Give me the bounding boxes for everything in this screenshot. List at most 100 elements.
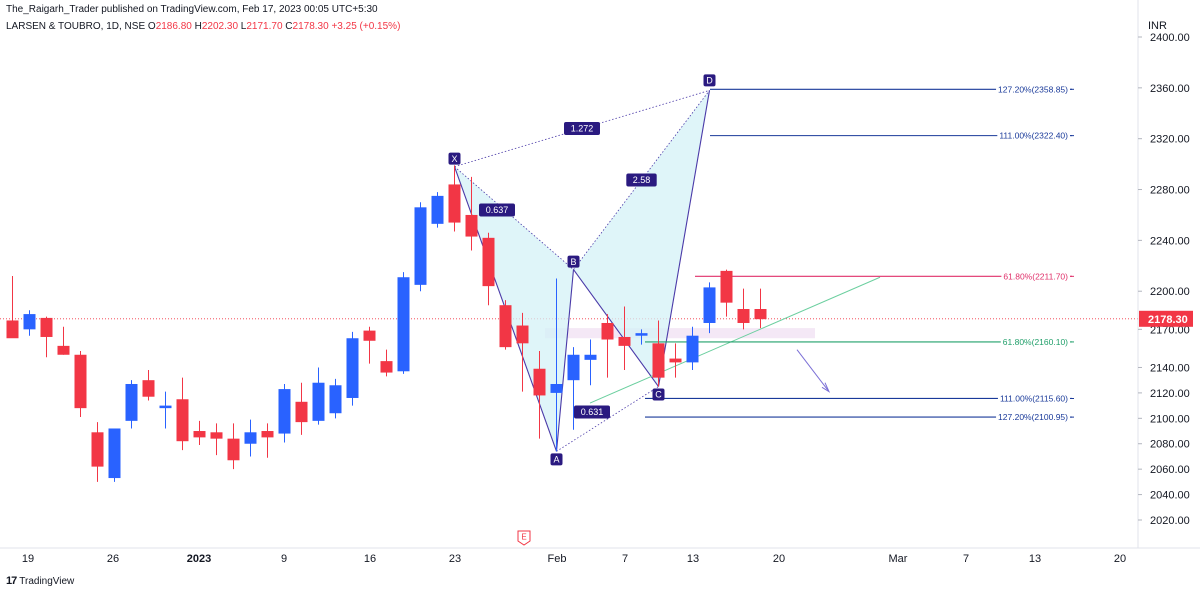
high-value: 2202.30 xyxy=(201,21,239,32)
y-tick-label: 2400.00 xyxy=(1150,32,1190,44)
candle-body xyxy=(703,287,716,323)
candle-body xyxy=(397,277,410,372)
candle-body xyxy=(499,305,512,348)
support-trendline xyxy=(589,276,881,404)
fib-label-bg xyxy=(996,83,1071,96)
chart-grid xyxy=(0,318,1138,339)
candle-body xyxy=(244,432,257,444)
currency-label: INR xyxy=(1148,20,1167,32)
point-label-x: X xyxy=(451,154,457,164)
y-tick-label: 2140.00 xyxy=(1150,362,1190,374)
footer-brand-label: TradingView xyxy=(19,575,75,587)
fib-label: 61.80%(2211.70) xyxy=(1003,271,1068,281)
candle-body xyxy=(465,214,478,237)
ratio-badge: 0.631 xyxy=(581,407,604,417)
point-label-a: A xyxy=(553,455,559,465)
ratio-badge-bg xyxy=(479,203,515,217)
candle-body xyxy=(23,314,36,330)
projection-arrow-head xyxy=(821,382,831,393)
candle-body xyxy=(6,320,19,339)
point-label-a-bg xyxy=(550,453,563,466)
fib-label: 111.00%(2115.60) xyxy=(1000,393,1068,403)
fib-label: 127.20%(2358.85) xyxy=(998,84,1068,94)
candle-body xyxy=(550,383,563,393)
candle-body xyxy=(142,380,155,397)
x-tick-label: 19 xyxy=(22,553,34,565)
ratio-badge-bg xyxy=(564,122,600,136)
low-label: L xyxy=(240,21,247,32)
point-label-d: D xyxy=(706,76,713,86)
ratio-badge-bg xyxy=(574,405,610,419)
x-tick-label: Feb xyxy=(548,553,567,565)
x-tick-label: 20 xyxy=(773,553,785,565)
harmonic-pattern xyxy=(453,90,881,452)
point-label-x-bg xyxy=(448,152,461,165)
fib-label-bg xyxy=(1001,270,1071,283)
candle-body xyxy=(363,330,376,341)
footer-brand[interactable]: 17 TradingView xyxy=(6,575,74,587)
fib-label-bg xyxy=(997,129,1071,142)
point-label-b: B xyxy=(570,257,576,267)
candles xyxy=(6,165,767,482)
candle-body xyxy=(635,333,648,336)
y-tick-label: 2020.00 xyxy=(1150,515,1190,527)
candle-body xyxy=(720,270,733,303)
change-value: +3.25 (+0.15%) xyxy=(331,21,401,32)
leg-BC xyxy=(573,269,659,387)
x-tick-label: 26 xyxy=(107,553,119,565)
candle-body xyxy=(91,432,104,467)
x-tick-label: 2023 xyxy=(187,553,211,565)
candle-body xyxy=(652,343,665,378)
x-tick-label: 9 xyxy=(281,553,287,565)
point-label-d-bg xyxy=(703,74,716,87)
y-tick-label: 2280.00 xyxy=(1150,185,1190,197)
candle-body xyxy=(193,431,206,438)
candle-body xyxy=(227,438,240,461)
ratio-badge: 0.637 xyxy=(486,205,509,215)
last-price-tag xyxy=(1139,310,1193,327)
candle-body xyxy=(278,389,291,434)
earnings-marker-label: E xyxy=(521,533,526,542)
leg-AB xyxy=(555,269,575,452)
high-label: H xyxy=(194,21,202,32)
fib-label: 127.20%(2100.95) xyxy=(998,412,1068,422)
y-tick-label: 2060.00 xyxy=(1150,464,1190,476)
candle-body xyxy=(516,325,529,344)
x-tick-label: Mar xyxy=(889,553,908,565)
open-label: O xyxy=(147,21,156,32)
ratio-badge: 2.58 xyxy=(633,175,651,185)
x-tick-label: 20 xyxy=(1114,553,1126,565)
y-tick-label: 2240.00 xyxy=(1150,235,1190,247)
fib-label-bg xyxy=(1000,335,1071,348)
candle-body xyxy=(754,309,767,320)
open-value: 2186.80 xyxy=(155,21,192,32)
publisher-caption: The_Raigarh_Trader published on TradingV… xyxy=(6,4,378,15)
candle-body xyxy=(431,195,444,224)
candle-body xyxy=(210,432,223,439)
candle-body xyxy=(295,401,308,423)
candle-body xyxy=(737,309,750,323)
x-tick-label: 7 xyxy=(963,553,969,565)
fib-label-bg xyxy=(996,411,1071,424)
support-zone xyxy=(545,328,815,339)
candle-body xyxy=(533,368,546,396)
fib-label: 111.00%(2322.40) xyxy=(999,131,1068,141)
x-tick-label: 7 xyxy=(622,553,628,565)
earnings-marker-icon xyxy=(517,530,531,546)
candle-body xyxy=(312,382,325,421)
leg-CD xyxy=(657,90,711,387)
close-value: 2178.30 xyxy=(292,21,329,32)
axes: 2400.00 2360.00 2320.00 2280.00 2240.00 2200.… xyxy=(0,0,1200,565)
candle-body xyxy=(482,237,495,287)
x-tick-label: 16 xyxy=(364,553,376,565)
candle-body xyxy=(686,335,699,363)
candle-body xyxy=(176,399,189,442)
y-tick-label: 2120.00 xyxy=(1150,388,1190,400)
y-tick-label: 2080.00 xyxy=(1150,439,1190,451)
y-tick-label: 2200.00 xyxy=(1150,286,1190,298)
candle-body xyxy=(57,345,70,355)
candle-body xyxy=(584,354,597,360)
symbol-name: LARSEN & TOUBRO, 1D, NSE xyxy=(6,21,146,32)
projection-arrow xyxy=(796,349,829,391)
